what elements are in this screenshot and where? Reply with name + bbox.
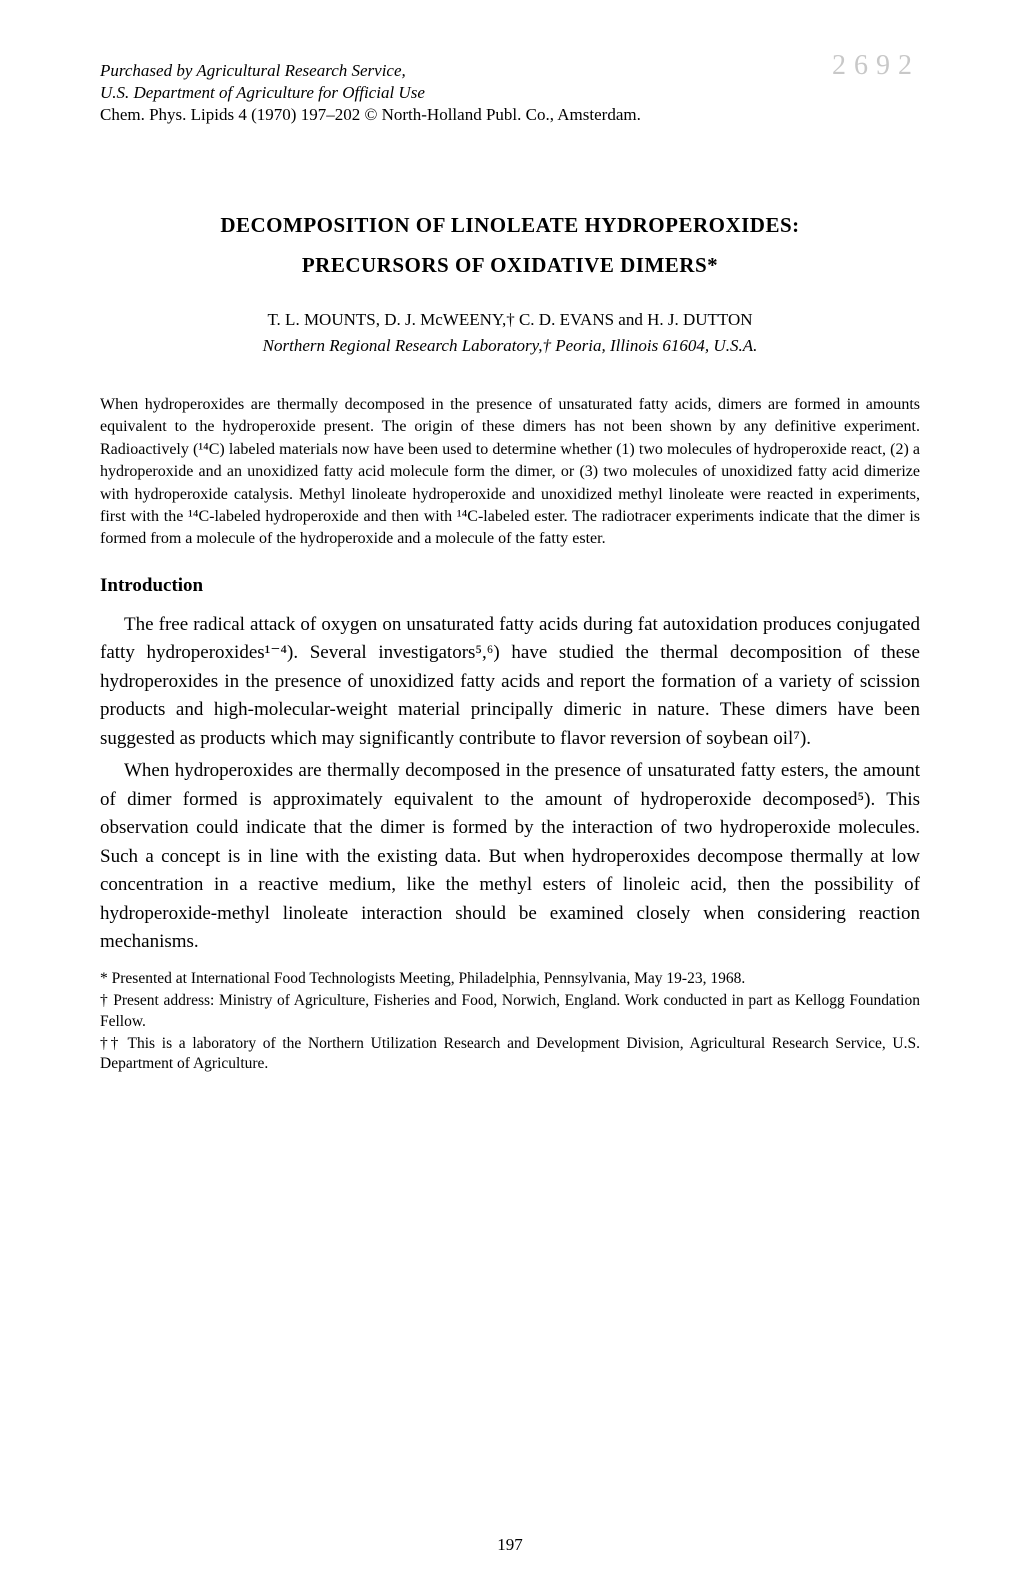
article-title: DECOMPOSITION OF LINOLEATE HYDROPEROXIDE… xyxy=(100,206,920,286)
section-heading-introduction: Introduction xyxy=(100,575,920,597)
body-paragraph-1: The free radical attack of oxygen on uns… xyxy=(100,611,920,754)
title-line2: PRECURSORS OF OXIDATIVE DIMERS* xyxy=(100,246,920,286)
footnotes-block: * Presented at International Food Techno… xyxy=(100,969,920,1076)
affiliation: Northern Regional Research Laboratory,† … xyxy=(100,336,920,356)
title-line1: DECOMPOSITION OF LINOLEATE HYDROPEROXIDE… xyxy=(100,206,920,246)
purchase-note-line1: Purchased by Agricultural Research Servi… xyxy=(100,60,920,82)
page-id-stamp: 2692 xyxy=(832,50,920,82)
body-paragraph-2: When hydroperoxides are thermally decomp… xyxy=(100,757,920,957)
footnote-1: * Presented at International Food Techno… xyxy=(100,969,920,990)
footnote-2: † Present address: Ministry of Agricultu… xyxy=(100,991,920,1033)
authors-list: T. L. MOUNTS, D. J. McWEENY,† C. D. EVAN… xyxy=(100,310,920,330)
abstract-text: When hydroperoxides are thermally decomp… xyxy=(100,394,920,551)
footnote-3: †† This is a laboratory of the Northern … xyxy=(100,1034,920,1076)
journal-citation: Chem. Phys. Lipids 4 (1970) 197–202 © No… xyxy=(100,104,920,126)
page-number: 197 xyxy=(0,1535,1020,1555)
purchase-note-line2: U.S. Department of Agriculture for Offic… xyxy=(100,82,920,104)
